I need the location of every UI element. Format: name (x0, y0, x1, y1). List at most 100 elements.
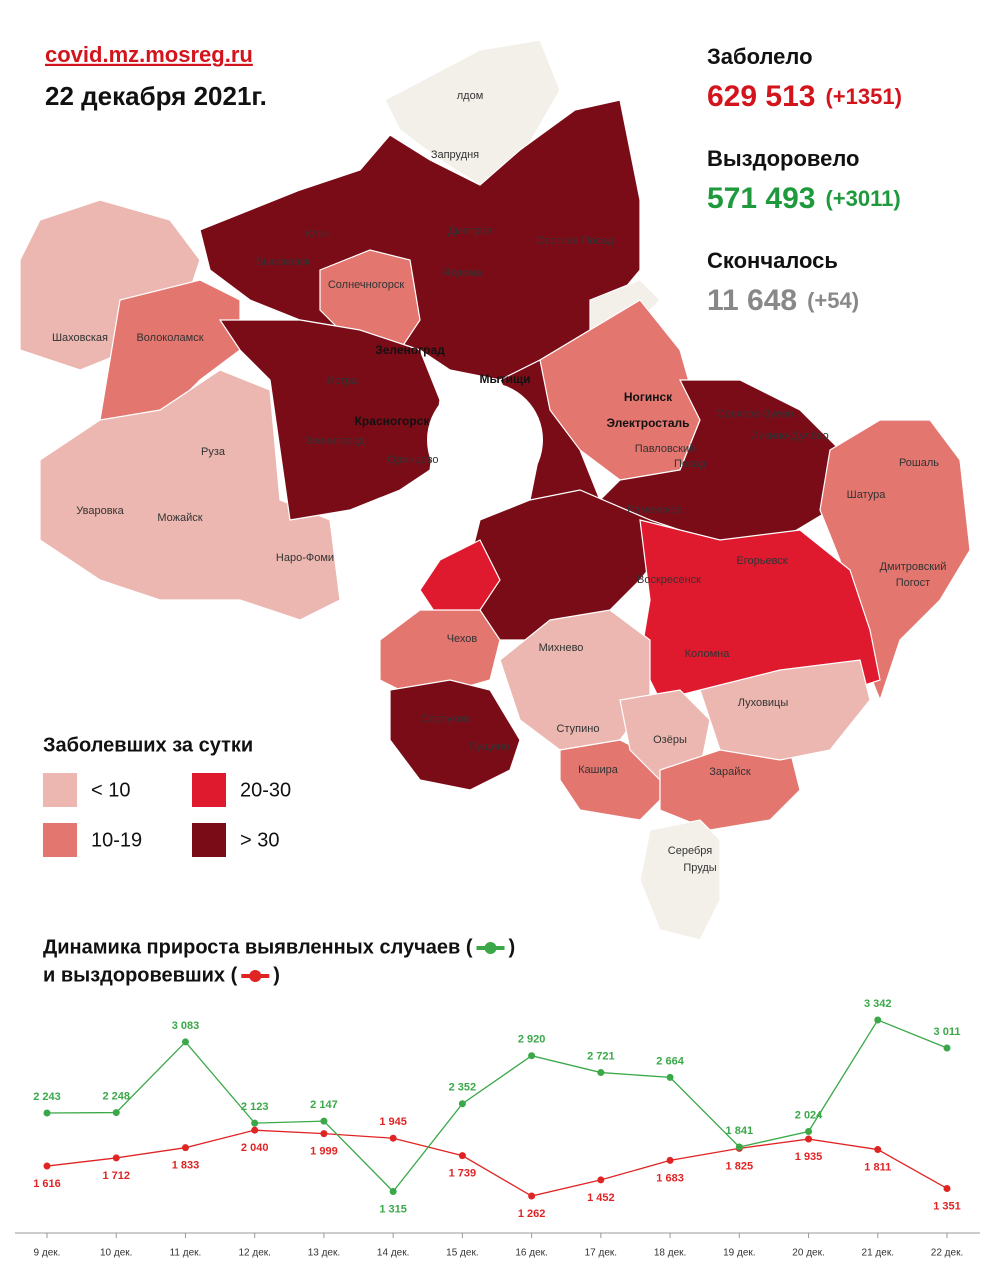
legend-label: 20-30 (240, 779, 291, 801)
map (19, 39, 971, 941)
value-label: 1 935 (795, 1151, 823, 1163)
map-label: Звенигород (305, 435, 365, 447)
map-label: Руза (201, 446, 226, 458)
region (639, 819, 721, 941)
map-label: Истра (327, 375, 359, 387)
point (528, 1052, 536, 1060)
map-label: Запрудня (431, 149, 479, 161)
point (112, 1154, 120, 1162)
stat-label: Заболело (707, 44, 813, 69)
value-label: 1 262 (518, 1208, 546, 1220)
point (943, 1044, 951, 1052)
point (112, 1109, 120, 1117)
point (458, 1152, 466, 1160)
value-label: 2 248 (102, 1090, 130, 1102)
value-label: 1 825 (726, 1160, 754, 1172)
value-label: 2 243 (33, 1091, 61, 1103)
stat-label: Скончалось (707, 248, 838, 273)
region (389, 679, 521, 791)
value-label: 1 841 (726, 1125, 754, 1137)
stat-delta: (+54) (807, 288, 859, 313)
point (458, 1100, 466, 1108)
legend-items: < 10 10-19 20-30 > 30 (43, 773, 291, 857)
map-label: Пруды (683, 862, 716, 874)
map-label: Уваровка (76, 505, 124, 517)
map-label: Раменское (627, 504, 683, 516)
map-label: Коломна (685, 648, 731, 660)
chart-title-line: и выздоровевших ( (43, 964, 238, 986)
map-label: Рошаль (899, 457, 939, 469)
legend-label: 10-19 (91, 829, 142, 851)
point (874, 1146, 882, 1154)
map-labels: лдом Запрудня Клин Дмитров Сергиев Посад Высо… (52, 90, 946, 874)
legend-title: Заболевших за сутки (43, 734, 253, 756)
map-label: Чехов (447, 633, 478, 645)
date: 22 декабря 2021г. (45, 81, 267, 111)
point (597, 1176, 605, 1184)
legend-swatch (43, 823, 77, 857)
x-tick-label: 10 дек. (100, 1248, 132, 1259)
region (39, 369, 341, 621)
map-label: Яхрома (442, 267, 482, 279)
value-label: 3 011 (934, 1026, 961, 1038)
stat-value: 571 493 (+3011) (707, 182, 901, 215)
map-label: Михнево (539, 642, 584, 654)
map-label: Одинцово (387, 454, 438, 466)
chart: 9 дек. 10 дек. 11 дек. 12 дек. 13 дек. 14 дек… (33, 998, 963, 1259)
series-line (46, 1019, 948, 1193)
map-label: Посад (674, 458, 707, 470)
x-tick-label: 18 дек. (654, 1248, 686, 1259)
stat-number: 571 493 (707, 182, 815, 215)
value-label: 1 315 (379, 1203, 407, 1215)
map-label: Можайск (157, 512, 202, 524)
value-label: 1 712 (102, 1170, 130, 1182)
x-tick-label: 14 дек. (377, 1248, 409, 1259)
point (251, 1126, 259, 1134)
value-label: 2 352 (449, 1082, 477, 1094)
chart-title-close: ) (509, 936, 516, 958)
point (735, 1143, 743, 1151)
map-label: Мытищи (480, 372, 531, 386)
map-label: Волоколамск (136, 332, 203, 344)
map-label: Егорьевск (736, 555, 787, 567)
point (320, 1130, 328, 1138)
map-label: Ступино (557, 723, 600, 735)
value-label: 2 123 (241, 1101, 269, 1113)
chart-title: Динамика прироста выявленных случаев () и… (43, 936, 515, 986)
map-label: Павловский (635, 443, 696, 455)
x-tick-label: 11 дек. (170, 1248, 202, 1259)
value-label: 2 024 (795, 1109, 823, 1121)
point (597, 1069, 605, 1077)
x-tick-label: 16 дек. (515, 1248, 547, 1259)
map-label: Зеленоград (375, 343, 445, 357)
value-label: 2 920 (518, 1034, 546, 1046)
point (666, 1073, 674, 1081)
stat-label: Выздоровело (707, 146, 860, 171)
point (43, 1162, 51, 1170)
stat-delta: (+3011) (825, 186, 900, 211)
region (218, 319, 441, 521)
value-label: 3 083 (172, 1020, 200, 1032)
map-label: Серпухов (421, 713, 470, 725)
point (181, 1144, 189, 1152)
map-label: Дмитровский (880, 561, 947, 573)
x-tick-label: 19 дек. (723, 1248, 755, 1259)
x-tick-label: 17 дек. (585, 1248, 617, 1259)
legend-label: > 30 (240, 829, 279, 851)
value-label: 2 147 (310, 1099, 338, 1111)
region (379, 609, 501, 701)
value-label: 2 040 (241, 1142, 269, 1154)
chart-title-line: Динамика прироста выявленных случаев ( (43, 936, 473, 958)
value-label: 1 945 (379, 1116, 407, 1128)
stat-delta: (+1351) (825, 84, 901, 109)
point (874, 1016, 882, 1024)
map-label: Пущино (469, 741, 510, 753)
map-label: Кашира (578, 764, 619, 776)
map-label: Высоковск (256, 256, 310, 268)
legend-swatch (192, 773, 226, 807)
point (666, 1156, 674, 1164)
region (699, 659, 871, 761)
map-label: Воскресенск (637, 574, 701, 586)
value-label: 1 683 (656, 1172, 684, 1184)
value-label: 1 833 (172, 1160, 200, 1172)
